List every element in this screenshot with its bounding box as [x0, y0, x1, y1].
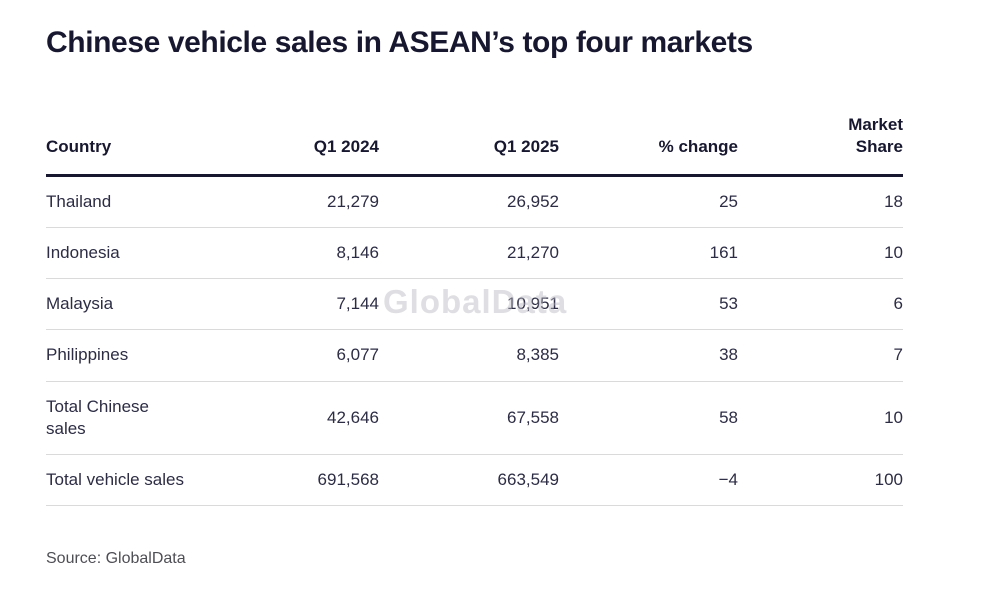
- cell-q1-2025: 10,951: [379, 278, 559, 331]
- column-header-pct-change: % change: [559, 114, 738, 178]
- table-row-indonesia: Indonesia 8,146 21,270 161 10: [46, 227, 903, 280]
- column-header-market-share: Market Share: [738, 114, 903, 178]
- cell-market-share: 10: [738, 227, 903, 280]
- cell-q1-2024: 6,077: [199, 329, 379, 382]
- cell-market-share: 18: [738, 175, 903, 229]
- page-title: Chinese vehicle sales in ASEAN’s top fou…: [46, 26, 753, 59]
- cell-pct-change: 161: [559, 227, 738, 280]
- cell-q1-2025: 8,385: [379, 329, 559, 382]
- cell-q1-2024: 8,146: [199, 227, 379, 280]
- cell-market-share: 7: [738, 329, 903, 382]
- cell-q1-2024: 21,279: [199, 175, 379, 229]
- table-row-malaysia: Malaysia 7,144 10,951 53 6: [46, 278, 903, 331]
- table-header-row: Country Q1 2024 Q1 2025 % change Market …: [46, 114, 903, 178]
- cell-q1-2025: 21,270: [379, 227, 559, 280]
- cell-q1-2025: 663,549: [379, 454, 559, 506]
- cell-market-share: 6: [738, 278, 903, 331]
- cell-q1-2025: 26,952: [379, 175, 559, 229]
- column-header-country: Country: [46, 114, 199, 178]
- sales-table: Country Q1 2024 Q1 2025 % change Market …: [46, 114, 903, 506]
- cell-country: Indonesia: [46, 227, 199, 280]
- column-header-q1-2025: Q1 2025: [379, 114, 559, 178]
- cell-country: Malaysia: [46, 278, 199, 331]
- cell-q1-2024: 7,144: [199, 278, 379, 331]
- cell-country: Thailand: [46, 175, 199, 229]
- cell-q1-2024: 691,568: [199, 454, 379, 506]
- cell-pct-change: −4: [559, 454, 738, 506]
- cell-q1-2024: 42,646: [199, 381, 379, 455]
- source-note: Source: GlobalData: [46, 549, 186, 567]
- cell-pct-change: 53: [559, 278, 738, 331]
- cell-market-share: 10: [738, 381, 903, 455]
- cell-country: Total vehicle sales: [46, 454, 199, 506]
- cell-country: Total Chinese sales: [46, 381, 199, 455]
- cell-country: Philippines: [46, 329, 199, 382]
- table-row-thailand: Thailand 21,279 26,952 25 18: [46, 175, 903, 229]
- cell-pct-change: 38: [559, 329, 738, 382]
- table-row-total-chinese-sales: Total Chinese sales 42,646 67,558 58 10: [46, 381, 903, 455]
- column-header-q1-2024: Q1 2024: [199, 114, 379, 178]
- cell-q1-2025: 67,558: [379, 381, 559, 455]
- cell-pct-change: 58: [559, 381, 738, 455]
- cell-market-share: 100: [738, 454, 903, 506]
- table-row-philippines: Philippines 6,077 8,385 38 7: [46, 329, 903, 382]
- cell-pct-change: 25: [559, 175, 738, 229]
- table-row-total-vehicle-sales: Total vehicle sales 691,568 663,549 −4 1…: [46, 454, 903, 506]
